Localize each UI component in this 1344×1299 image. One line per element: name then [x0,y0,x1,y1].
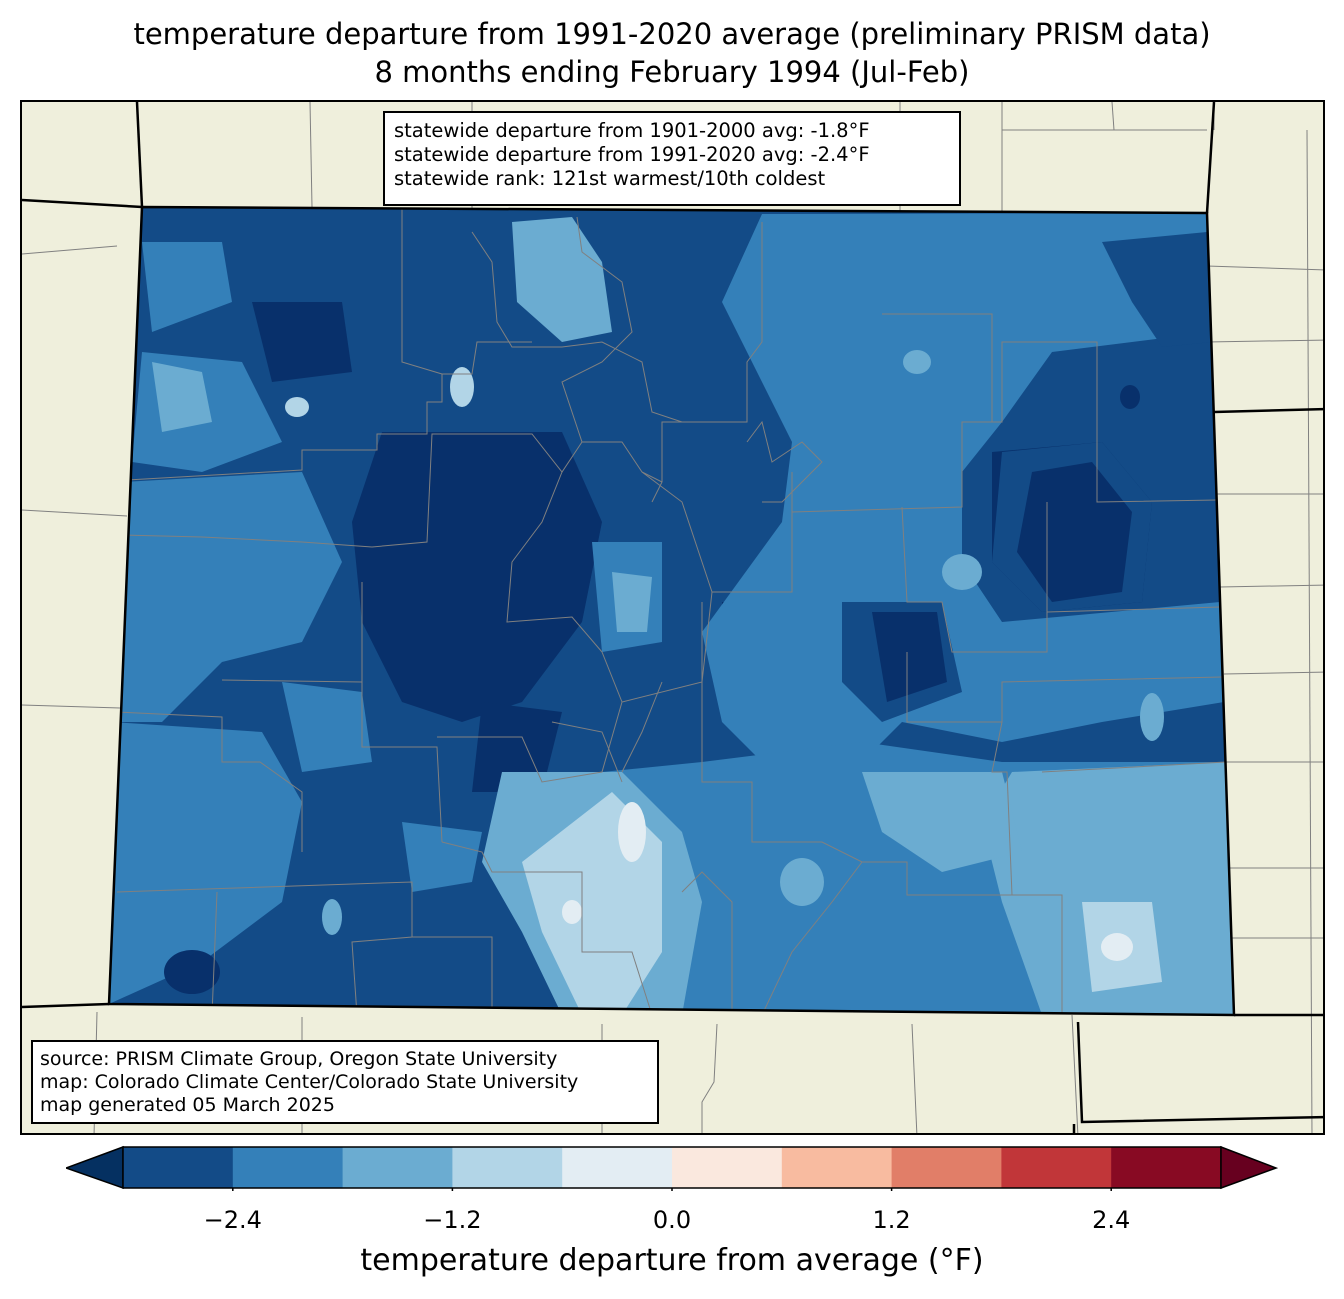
colorbar [66,1145,1278,1191]
colorbar-segment [672,1147,783,1188]
source-line-1: source: PRISM Climate Group, Oregon Stat… [40,1048,558,1070]
map-panel [20,100,1325,1135]
colorbar-over-arrow [1220,1145,1278,1190]
departure-field [109,207,1234,1015]
stats-line-2: statewide departure from 1991-2020 avg: … [394,143,870,166]
colorbar-label: temperature departure from average (°F) [360,1243,984,1278]
neighbor-state-borders [22,102,1323,1133]
colorbar-segment [452,1147,563,1188]
colorbar-segments [122,1146,1222,1189]
colorbar-under-arrow [66,1145,124,1190]
colorbar-segment [891,1147,1002,1188]
colorbar-segment [342,1147,453,1188]
colorbar-segment [232,1147,344,1188]
source-line-3: map generated 05 March 2025 [40,1094,335,1116]
colorbar-tick-label: 2.4 [1092,1206,1131,1234]
colorbar-tick-label: 0.0 [652,1206,692,1234]
colorbar-tick-label: 1.2 [872,1206,911,1234]
statewide-stats-box: statewide departure from 1901-2000 avg: … [383,111,961,206]
source-line-2: map: Colorado Climate Center/Colorado St… [40,1071,579,1093]
colorbar-ticks [232,1188,1112,1191]
colorbar-segment [562,1147,673,1188]
colorbar-tick-label: −1.2 [423,1206,482,1234]
colorbar-segment [123,1147,234,1188]
map-title-line2: 8 months ending February 1994 (Jul-Feb) [374,55,970,89]
map-title-line1: temperature departure from 1991-2020 ave… [133,17,1211,51]
colorbar-segment [781,1147,893,1188]
colorbar-segment [1111,1147,1222,1188]
county-lines [116,207,1227,1015]
colorbar-tick-label: −2.4 [203,1206,262,1234]
stats-line-3: statewide rank: 121st warmest/10th colde… [394,167,826,190]
colorbar-segment [1001,1147,1112,1188]
stats-line-1: statewide departure from 1901-2000 avg: … [394,119,870,142]
source-box: source: PRISM Climate Group, Oregon Stat… [31,1040,659,1124]
map-svg [22,102,1323,1133]
